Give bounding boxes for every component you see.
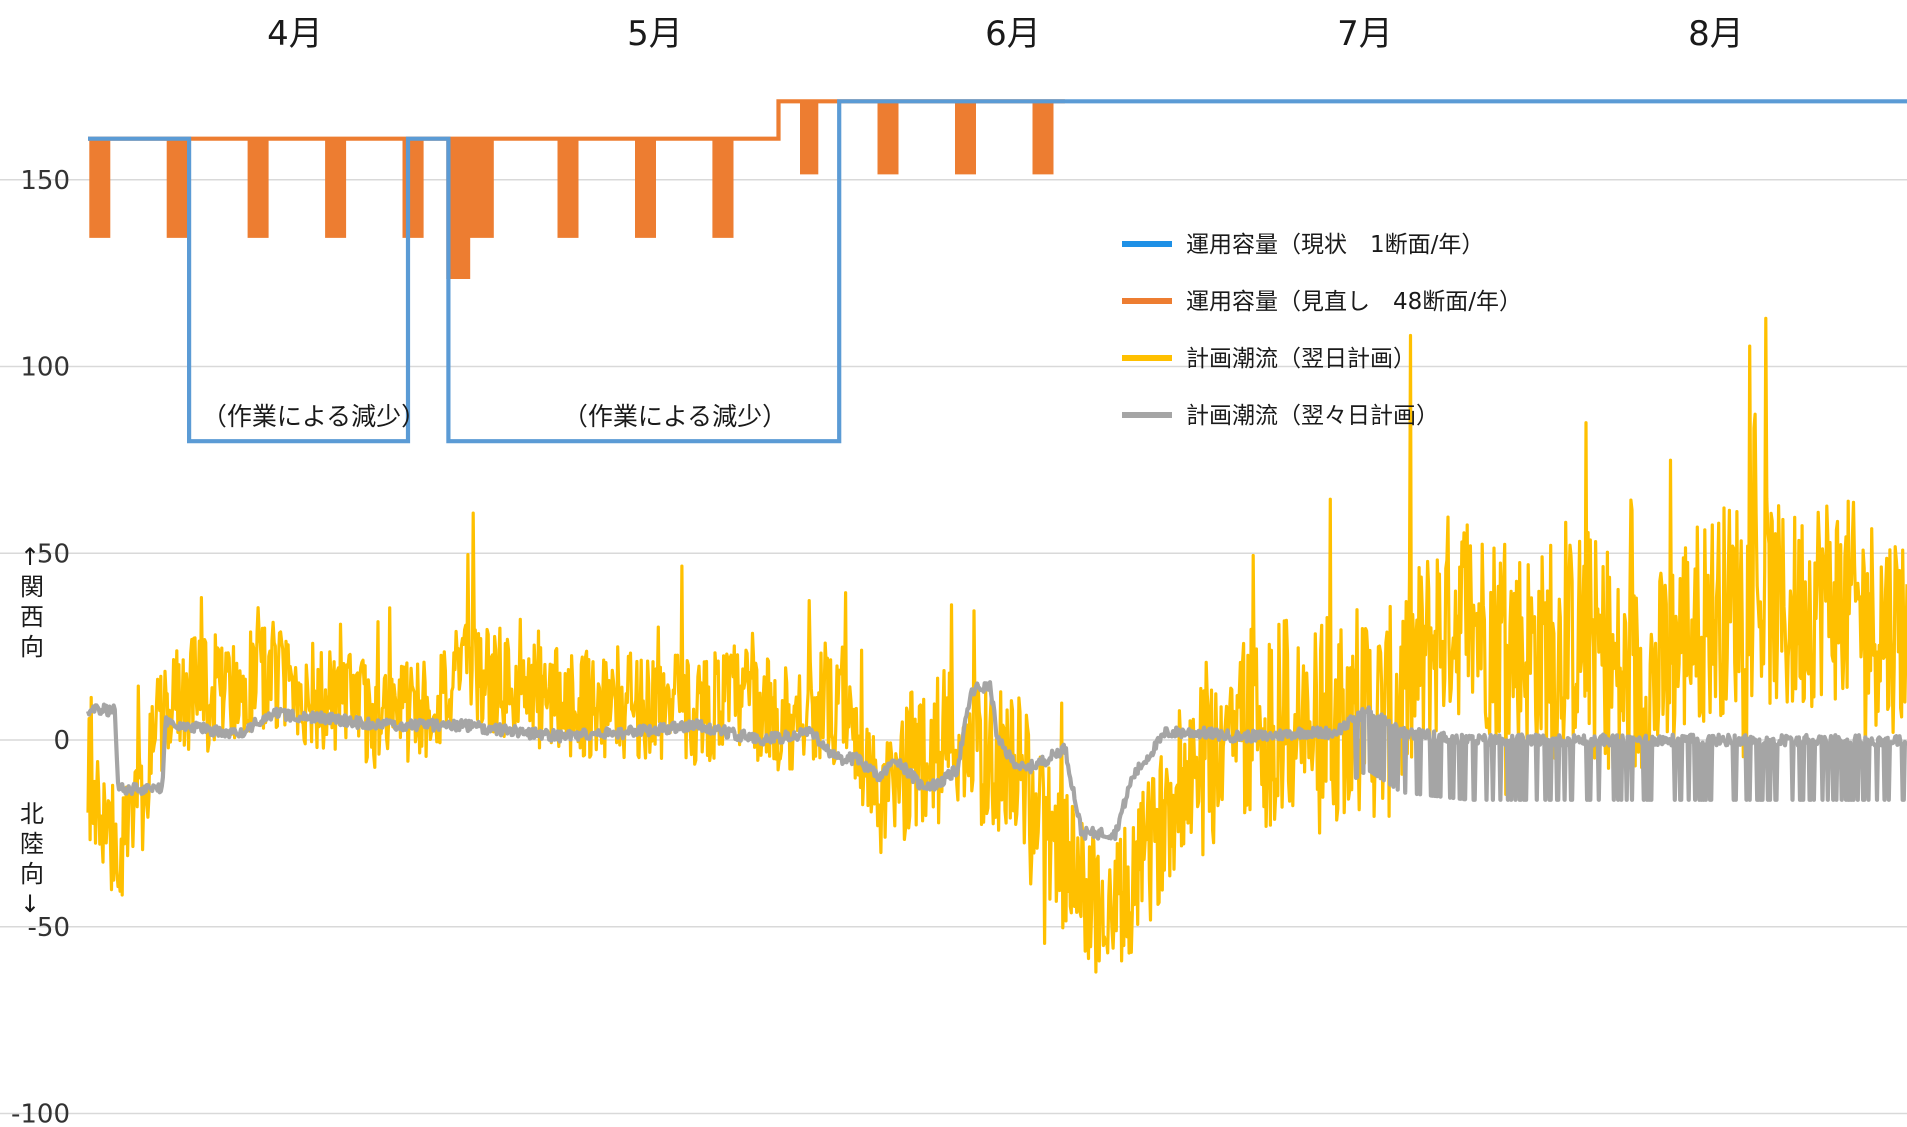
y-label-kansai-char-1: ↑	[20, 543, 40, 571]
y-label-hokuriku-char-3: 向	[20, 860, 44, 888]
y-tick-label: 150	[20, 166, 70, 196]
annotation-april-work: （作業による減少）	[202, 402, 426, 431]
month-labels: 4月 5月 6月 7月 8月	[267, 14, 1744, 54]
y-tick-label: 100	[20, 353, 70, 383]
y-tick-label: 0	[53, 726, 70, 756]
y-label-hokuriku-char-4: ↓	[20, 890, 40, 918]
y-label-kansai-char-2: 関	[20, 573, 44, 601]
annotation-may-work: （作業による減少）	[563, 402, 787, 431]
y-tick-label: 50	[37, 539, 70, 569]
series-line-grey	[86, 680, 1907, 841]
y-label-kansai-char-3: 西	[20, 603, 44, 631]
y-label-hokuriku-char-1: 北	[20, 800, 44, 828]
legend-label-next-day-plan: 計画潮流（翌日計画）	[1186, 346, 1416, 372]
y-tick-label: -50	[28, 913, 70, 943]
y-label-kansai-char-4: 向	[20, 633, 44, 661]
month-label: 7月	[1337, 14, 1393, 54]
y-tick-label: -100	[11, 1100, 70, 1127]
y-label-hokuriku: 北 陸 向 ↓	[20, 800, 52, 918]
series-line-revised-capacity	[88, 99, 1065, 279]
series-line-yellow	[86, 316, 1907, 974]
month-label: 6月	[985, 14, 1041, 54]
legend-label-current-capacity: 運用容量（現状 1断面/年）	[1186, 232, 1484, 258]
month-label: 8月	[1688, 14, 1744, 54]
series-line-current-capacity	[88, 99, 1907, 444]
legend-label-revised-capacity: 運用容量（見直し 48断面/年）	[1186, 289, 1522, 315]
y-label-kansai: ↑ 関 西 向	[20, 543, 52, 661]
series-layer	[86, 99, 1907, 974]
legend: 運用容量（現状 1断面/年） 運用容量（見直し 48断面/年） 計画潮流（翌日計…	[1122, 232, 1522, 429]
month-label: 5月	[627, 14, 683, 54]
y-axis-ticks: 150 100 50 0 -50 -100	[11, 166, 70, 1127]
y-label-hokuriku-char-2: 陸	[20, 830, 44, 858]
month-label: 4月	[267, 14, 323, 54]
legend-label-day-after-plan: 計画潮流（翌々日計画）	[1186, 403, 1439, 429]
